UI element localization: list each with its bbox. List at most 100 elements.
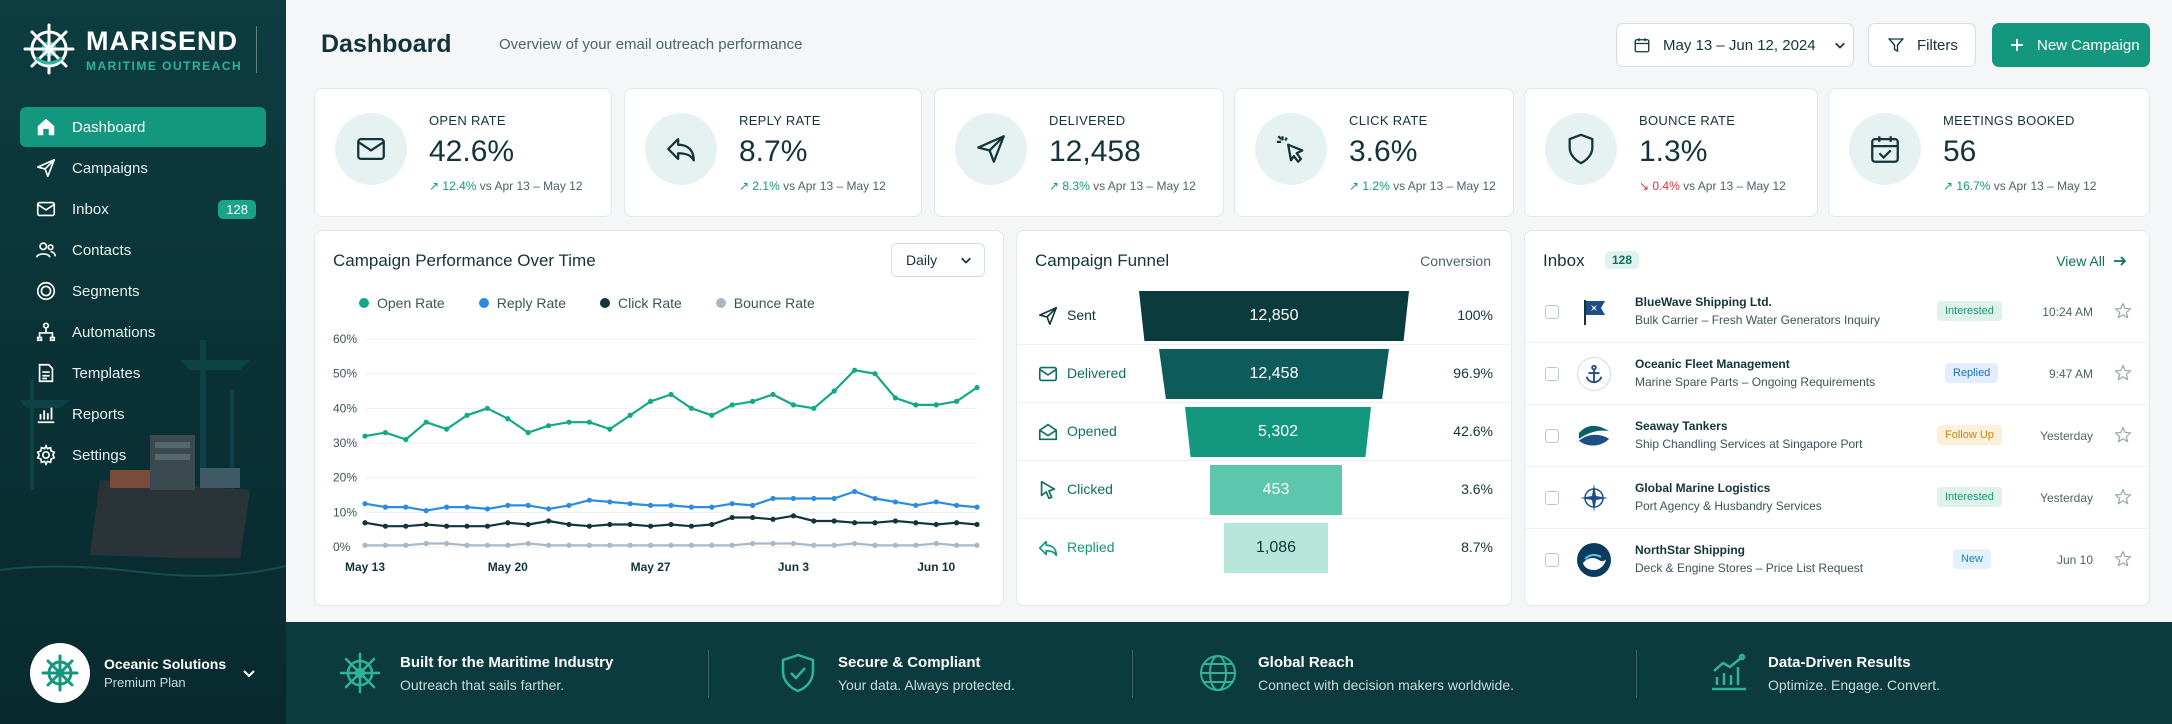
account-plan: Premium Plan bbox=[104, 675, 186, 690]
feature-title: Built for the Maritime Industry bbox=[400, 653, 614, 671]
kpi-value: 8.7% bbox=[739, 135, 808, 168]
funnel-row-delivered[interactable]: Delivered 12,458 96.9% bbox=[1017, 345, 1513, 403]
star-icon[interactable] bbox=[2113, 301, 2133, 321]
sidebar-item-contacts[interactable]: Contacts bbox=[20, 230, 266, 270]
y-tick-label: 10% bbox=[333, 505, 357, 519]
sidebar-item-settings[interactable]: Settings bbox=[20, 435, 266, 475]
message-row[interactable]: Seaway Tankers Ship Chandling Services a… bbox=[1525, 405, 2151, 467]
data-point-reply-rate bbox=[831, 495, 837, 502]
data-point-bounce-rate bbox=[688, 542, 694, 548]
data-point-open-rate bbox=[913, 402, 919, 408]
data-point-click-rate bbox=[790, 513, 796, 519]
data-point-open-rate bbox=[933, 402, 939, 408]
granularity-select[interactable]: Daily bbox=[891, 243, 985, 277]
data-point-click-rate bbox=[546, 518, 552, 524]
reply-icon bbox=[645, 113, 717, 185]
inbox-panel: Inbox 128 View All BlueWave Shipping Ltd… bbox=[1524, 230, 2151, 606]
kpi-label: REPLY RATE bbox=[739, 113, 821, 128]
message-row[interactable]: BlueWave Shipping Ltd. Bulk Carrier – Fr… bbox=[1525, 281, 2151, 343]
star-icon[interactable] bbox=[2113, 549, 2133, 569]
account-name: Oceanic Solutions bbox=[104, 656, 227, 672]
data-point-click-rate bbox=[403, 523, 409, 529]
star-icon[interactable] bbox=[2113, 425, 2133, 445]
data-point-reply-rate bbox=[790, 495, 796, 502]
data-point-reply-rate bbox=[627, 501, 633, 507]
data-point-click-rate bbox=[464, 523, 470, 529]
funnel-row-replied[interactable]: Replied 1,086 8.7% bbox=[1017, 519, 1513, 577]
date-range-picker[interactable]: May 13 – Jun 12, 2024 bbox=[1616, 23, 1854, 67]
message-checkbox[interactable] bbox=[1545, 367, 1559, 381]
kpi-card-meetings-booked[interactable]: MEETINGS BOOKED 56 ↗ 16.7% vs Apr 13 – M… bbox=[1828, 88, 2150, 217]
kpi-label: OPEN RATE bbox=[429, 113, 506, 128]
data-point-open-rate bbox=[423, 419, 429, 425]
data-point-bounce-rate bbox=[586, 542, 592, 548]
new-campaign-button[interactable]: New Campaign bbox=[1992, 23, 2150, 67]
feature-item: Built for the Maritime Industry Outreach … bbox=[338, 622, 613, 724]
new-campaign-label: New Campaign bbox=[2037, 36, 2140, 54]
funnel-row-opened[interactable]: Opened 5,302 42.6% bbox=[1017, 403, 1513, 461]
sidebar-item-dashboard[interactable]: Dashboard bbox=[20, 107, 266, 147]
legend-item-open-rate[interactable]: Open Rate bbox=[359, 295, 445, 311]
data-point-click-rate bbox=[750, 514, 756, 521]
kpi-card-open-rate[interactable]: OPEN RATE 42.6% ↗ 12.4% vs Apr 13 – May … bbox=[314, 88, 612, 217]
funnel-row-clicked[interactable]: Clicked 453 3.6% bbox=[1017, 461, 1513, 519]
status-badge: Interested bbox=[1937, 301, 2002, 321]
message-row[interactable]: NorthStar Shipping Deck & Engine Stores … bbox=[1525, 529, 2151, 591]
sidebar-item-campaigns[interactable]: Campaigns bbox=[20, 148, 266, 188]
message-row[interactable]: Global Marine Logistics Port Agency & Hu… bbox=[1525, 467, 2151, 529]
message-checkbox[interactable] bbox=[1545, 305, 1559, 319]
funnel-stage-pct: 8.7% bbox=[1461, 539, 1493, 555]
data-point-reply-rate bbox=[688, 504, 694, 510]
message-checkbox[interactable] bbox=[1545, 429, 1559, 443]
legend-item-reply-rate[interactable]: Reply Rate bbox=[478, 295, 566, 311]
sidebar-item-reports[interactable]: Reports bbox=[20, 394, 266, 434]
data-point-open-rate bbox=[362, 433, 368, 439]
data-point-bounce-rate bbox=[954, 542, 960, 548]
kpi-label: MEETINGS BOOKED bbox=[1943, 113, 2075, 128]
feature-subtitle: Outreach that sails farther. bbox=[400, 676, 565, 693]
message-sender: Oceanic Fleet Management bbox=[1635, 357, 1790, 371]
status-badge: Interested bbox=[1937, 487, 2002, 507]
account-switcher[interactable]: Oceanic Solutions Premium Plan bbox=[0, 622, 286, 724]
data-point-reply-rate bbox=[933, 499, 939, 505]
kpi-card-delivered[interactable]: DELIVERED 12,458 ↗ 8.3% vs Apr 13 – May … bbox=[934, 88, 1224, 217]
divider bbox=[1636, 650, 1637, 698]
kpi-card-reply-rate[interactable]: REPLY RATE 8.7% ↗ 2.1% vs Apr 13 – May 1… bbox=[624, 88, 922, 217]
data-point-open-rate bbox=[770, 391, 776, 398]
sidebar-item-templates[interactable]: Templates bbox=[20, 353, 266, 393]
sidebar-item-automations[interactable]: Automations bbox=[20, 312, 266, 352]
message-row[interactable]: Oceanic Fleet Management Marine Spare Pa… bbox=[1525, 343, 2151, 405]
data-point-reply-rate bbox=[872, 495, 878, 502]
bar-chart-icon bbox=[34, 402, 58, 426]
sidebar-item-inbox[interactable]: Inbox 128 bbox=[20, 189, 266, 229]
campaign-performance-panel: Campaign Performance Over Time Daily Ope… bbox=[314, 230, 1004, 606]
data-point-open-rate bbox=[750, 398, 756, 404]
message-checkbox[interactable] bbox=[1545, 553, 1559, 567]
funnel-bar: 12,458 bbox=[1159, 349, 1389, 399]
data-point-open-rate bbox=[852, 367, 858, 373]
kpi-delta-value: 8.3% bbox=[1062, 179, 1090, 193]
kpi-card-bounce-rate[interactable]: BOUNCE RATE 1.3% ↘ 0.4% vs Apr 13 – May … bbox=[1524, 88, 1818, 217]
status-badge: Replied bbox=[1945, 363, 1999, 383]
campaign-funnel-panel: Campaign Funnel Conversion Sent 12,850 1… bbox=[1016, 230, 1513, 606]
sidebar-item-label: Templates bbox=[72, 364, 141, 382]
data-point-click-rate bbox=[811, 518, 817, 524]
message-checkbox[interactable] bbox=[1545, 491, 1559, 505]
funnel-row-sent[interactable]: Sent 12,850 100% bbox=[1017, 287, 1513, 345]
filters-button[interactable]: Filters bbox=[1868, 23, 1976, 67]
brand-logo[interactable]: MARISEND MARITIME OUTREACH bbox=[22, 22, 258, 76]
view-all-link[interactable]: View All bbox=[2056, 253, 2127, 269]
message-subject: Deck & Engine Stores – Price List Reques… bbox=[1635, 561, 1864, 575]
sidebar-item-segments[interactable]: Segments bbox=[20, 271, 266, 311]
kpi-card-click-rate[interactable]: CLICK RATE 3.6% ↗ 1.2% vs Apr 13 – May 1… bbox=[1234, 88, 1514, 217]
kpi-label: BOUNCE RATE bbox=[1639, 113, 1736, 128]
legend-item-click-rate[interactable]: Click Rate bbox=[599, 295, 682, 311]
funnel-stage-pct: 42.6% bbox=[1453, 423, 1493, 439]
legend-item-bounce-rate[interactable]: Bounce Rate bbox=[715, 295, 815, 311]
trend-up-icon: ↗ bbox=[1943, 179, 1954, 193]
data-point-bounce-rate bbox=[770, 540, 776, 547]
kpi-delta: ↘ 0.4% vs Apr 13 – May 12 bbox=[1639, 179, 1786, 193]
star-icon[interactable] bbox=[2113, 363, 2133, 383]
chevron-down-icon[interactable] bbox=[242, 666, 256, 680]
star-icon[interactable] bbox=[2113, 487, 2133, 507]
